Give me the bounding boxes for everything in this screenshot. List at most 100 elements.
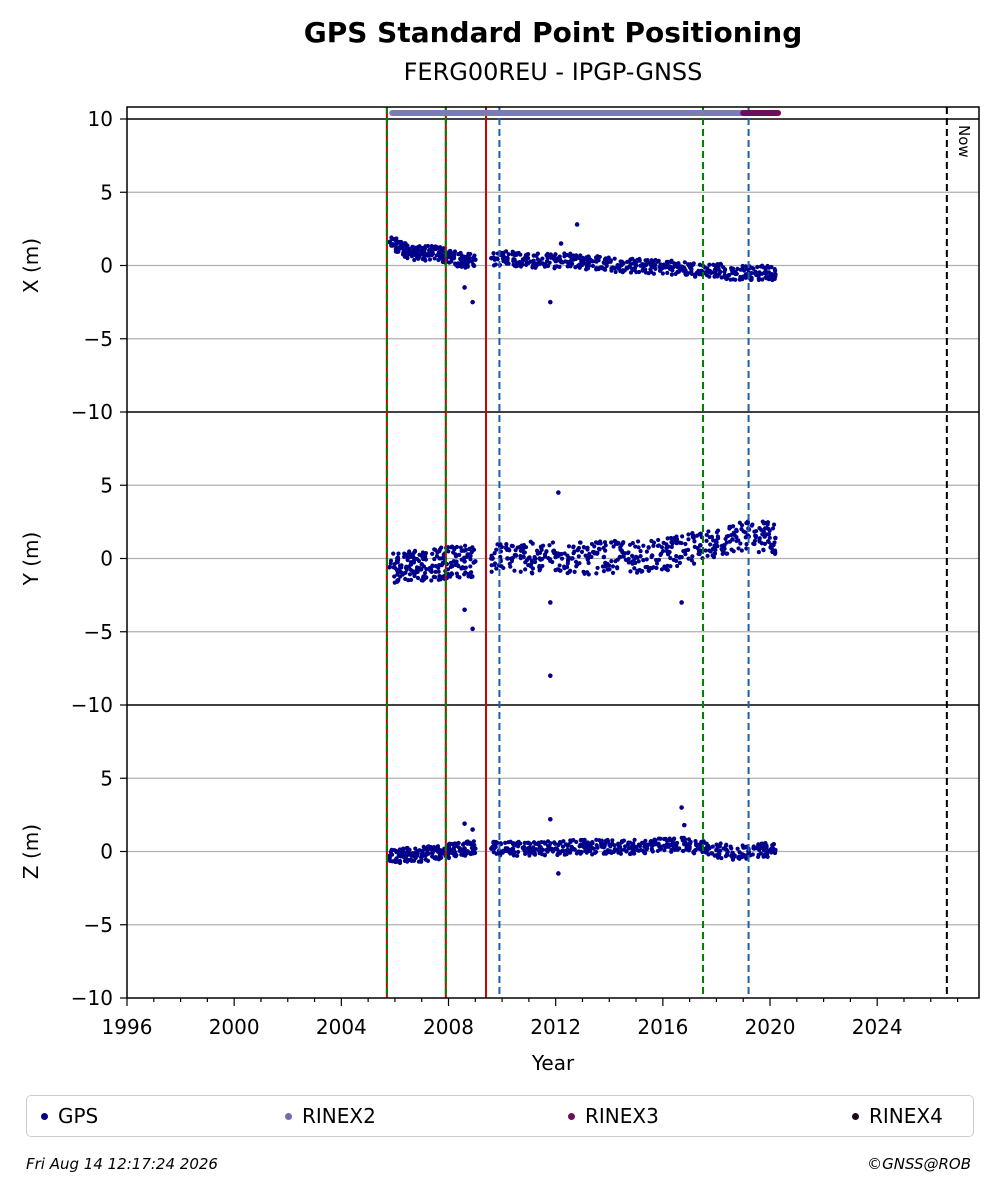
data-point	[405, 846, 410, 851]
data-point	[470, 626, 475, 632]
data-point	[698, 531, 703, 536]
data-point	[756, 852, 761, 857]
data-point	[565, 570, 570, 576]
data-point	[505, 556, 510, 561]
data-point	[553, 554, 558, 560]
data-point	[763, 275, 768, 280]
legend-label: RINEX4	[869, 1104, 943, 1128]
data-point	[530, 265, 535, 270]
data-point	[422, 246, 428, 251]
data-point	[665, 536, 670, 541]
data-point	[524, 260, 529, 265]
data-point	[591, 846, 596, 851]
data-point	[660, 271, 665, 276]
data-point	[411, 571, 416, 576]
data-point	[601, 260, 607, 265]
data-point	[515, 849, 521, 855]
data-point	[724, 276, 729, 282]
x-tick-label: 2004	[316, 1015, 367, 1039]
data-point	[550, 540, 556, 545]
data-point	[388, 558, 394, 563]
data-point	[594, 571, 599, 576]
data-point	[731, 549, 736, 554]
data-point	[553, 252, 558, 257]
y-tick-label: −5	[84, 327, 113, 351]
data-point	[492, 562, 497, 567]
data-point	[752, 845, 757, 851]
data-point	[498, 554, 503, 559]
data-point	[569, 844, 575, 850]
data-point	[421, 844, 426, 850]
data-point	[404, 856, 409, 861]
data-point	[510, 555, 515, 561]
data-point	[675, 563, 680, 569]
data-point	[585, 556, 591, 561]
data-point	[465, 264, 470, 269]
data-point	[601, 554, 607, 560]
data-point	[628, 840, 633, 845]
data-point	[651, 540, 657, 545]
data-point	[433, 575, 438, 580]
data-point	[533, 847, 539, 852]
data-point	[632, 837, 637, 842]
data-point	[441, 246, 446, 251]
data-point	[707, 846, 712, 851]
data-point	[667, 838, 672, 843]
data-point	[686, 532, 691, 537]
data-point	[453, 262, 458, 267]
data-point	[448, 574, 453, 579]
data-point	[692, 544, 697, 549]
data-point	[433, 569, 438, 574]
data-point	[419, 852, 425, 857]
data-point	[674, 534, 679, 539]
data-point	[437, 574, 442, 579]
data-point	[641, 558, 646, 563]
data-point	[556, 490, 561, 495]
data-point	[633, 263, 639, 268]
data-point	[467, 256, 472, 261]
data-point	[739, 523, 745, 528]
x-tick-label: 2008	[423, 1015, 474, 1039]
data-point	[396, 551, 401, 556]
data-point	[567, 254, 573, 259]
data-point	[633, 544, 638, 549]
data-point	[548, 252, 553, 257]
data-point	[491, 850, 496, 855]
data-point	[545, 849, 550, 854]
data-point	[662, 848, 667, 853]
data-point	[537, 550, 543, 555]
data-point	[714, 540, 719, 545]
data-point	[715, 261, 720, 267]
data-point	[722, 546, 727, 551]
data-point	[440, 252, 446, 258]
data-point	[453, 552, 458, 557]
x-tick-label: 2024	[852, 1015, 903, 1039]
data-point	[420, 550, 426, 555]
data-point	[573, 256, 578, 262]
data-point	[422, 256, 427, 261]
legend-marker	[41, 1112, 48, 1120]
data-point	[635, 568, 640, 573]
data-point	[451, 559, 457, 564]
data-point	[686, 556, 691, 561]
data-point	[669, 544, 674, 550]
data-point	[467, 546, 472, 551]
data-point	[389, 847, 394, 852]
data-point	[457, 848, 462, 853]
data-point	[405, 250, 410, 255]
data-point	[518, 252, 523, 257]
data-point	[636, 842, 642, 847]
data-point	[462, 607, 467, 613]
data-point	[730, 267, 736, 272]
data-point	[765, 539, 771, 544]
data-point	[663, 566, 669, 572]
data-point	[392, 574, 397, 579]
data-point	[501, 253, 506, 258]
data-point	[423, 857, 428, 862]
data-point	[512, 568, 517, 573]
data-point	[408, 577, 414, 583]
data-point	[574, 851, 579, 856]
data-point	[737, 850, 742, 855]
data-point	[678, 554, 683, 559]
y-tick-label: −5	[84, 620, 113, 644]
